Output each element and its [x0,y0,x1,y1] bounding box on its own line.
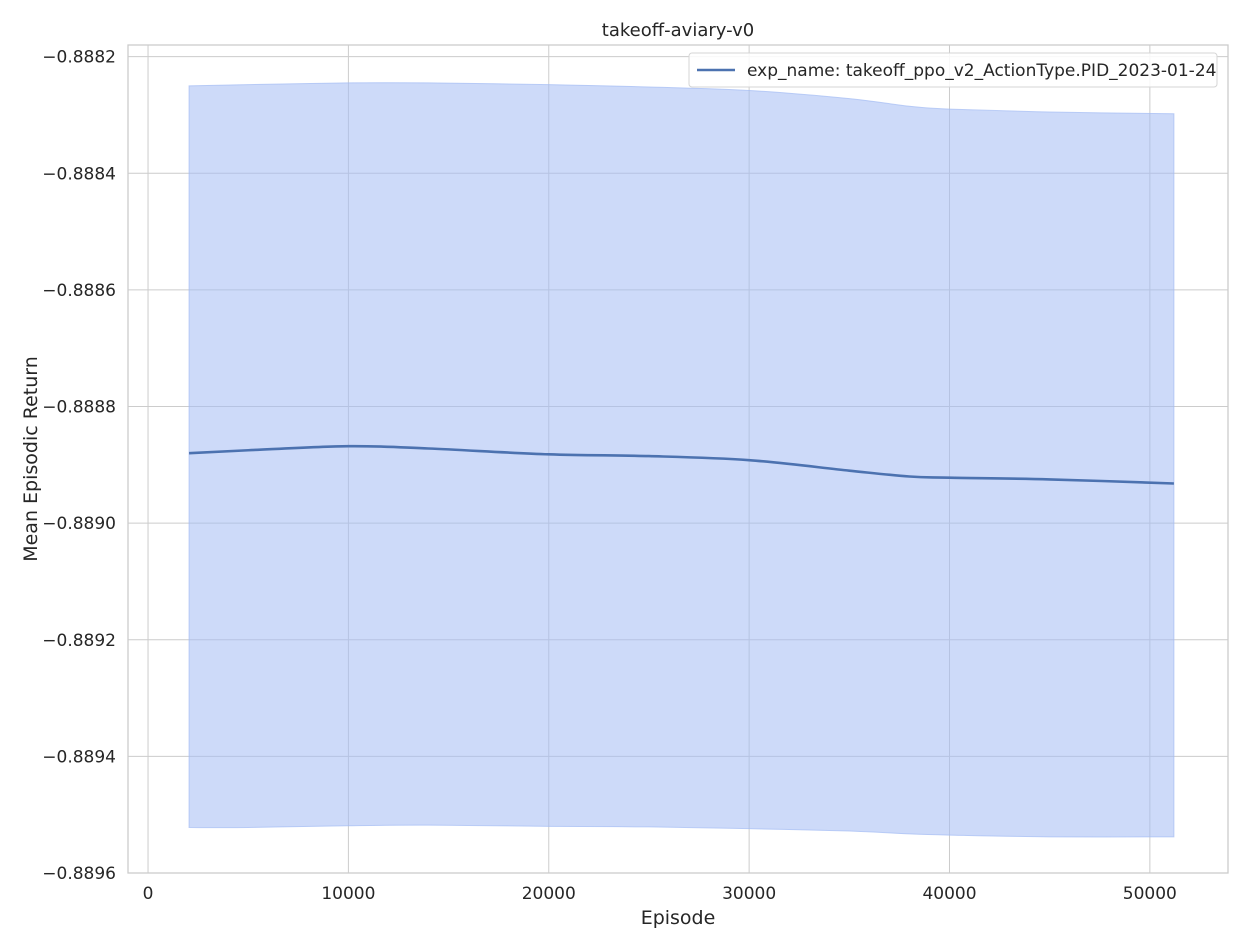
x-tick-label: 40000 [922,884,976,904]
y-tick-label: −0.8888 [42,398,116,418]
x-tick-label: 50000 [1123,884,1177,904]
y-tick-label: −0.8882 [42,48,116,68]
series-lines [189,444,1174,485]
plot-area [127,44,1229,874]
x-tick-label: 10000 [321,884,375,904]
y-tick-label: −0.8892 [42,631,116,651]
y-tick-label: −0.8896 [42,864,116,884]
x-axis-ticks: 0 10000 20000 30000 40000 50000 [143,884,1177,904]
confidence-band [188,82,1175,838]
legend-box [688,52,1218,88]
y-tick-label: −0.8884 [42,164,116,184]
series-line [189,444,1174,485]
x-tick-label: 30000 [722,884,776,904]
chart-title: takeoff-aviary-v0 [602,20,754,41]
y-axis-label: Mean Episodic Return [20,356,42,562]
plot-frame [127,44,1229,874]
x-tick-label: 0 [143,884,154,904]
y-axis-ticks: −0.8896 −0.8894 −0.8892 −0.8890 −0.8888 −0.88… [42,48,116,884]
x-axis-label: Episode [641,907,716,929]
x-tick-label: 20000 [522,884,576,904]
confidence-bands [188,82,1175,838]
legend[interactable]: exp_name: takeoff_ppo_v2_ActionType.PID_… [688,52,1218,88]
y-tick-label: −0.8894 [42,747,116,767]
y-tick-label: −0.8886 [42,281,116,301]
y-tick-label: −0.8890 [42,514,116,534]
legend-entry-label: exp_name: takeoff_ppo_v2_ActionType.PID_… [747,61,1216,81]
